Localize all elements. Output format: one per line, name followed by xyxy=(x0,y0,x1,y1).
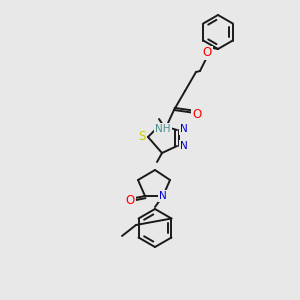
Text: N: N xyxy=(180,141,188,151)
Text: O: O xyxy=(192,109,202,122)
Text: NH: NH xyxy=(155,124,171,134)
Text: O: O xyxy=(125,194,135,206)
Text: O: O xyxy=(202,46,211,59)
Text: N: N xyxy=(159,191,167,201)
Text: S: S xyxy=(138,130,146,142)
Text: N: N xyxy=(180,124,188,134)
